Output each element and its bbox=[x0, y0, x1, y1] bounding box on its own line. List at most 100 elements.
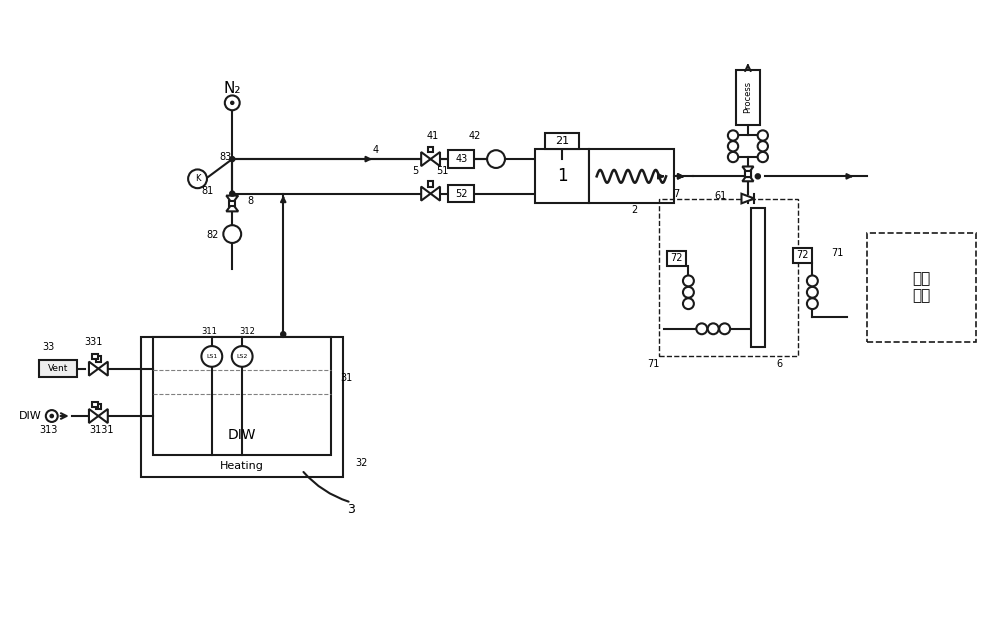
Bar bbox=[153, 337, 331, 455]
Circle shape bbox=[807, 298, 818, 309]
Polygon shape bbox=[421, 152, 431, 166]
Text: 2: 2 bbox=[631, 206, 637, 216]
Circle shape bbox=[487, 150, 505, 168]
Circle shape bbox=[758, 130, 768, 140]
Text: 82: 82 bbox=[206, 230, 219, 240]
Text: 33: 33 bbox=[43, 342, 55, 352]
Text: 71: 71 bbox=[831, 248, 843, 258]
Circle shape bbox=[683, 298, 694, 309]
Bar bbox=[96, 356, 101, 362]
Polygon shape bbox=[742, 174, 753, 181]
Circle shape bbox=[708, 324, 719, 334]
Text: 312: 312 bbox=[239, 327, 255, 336]
Circle shape bbox=[46, 410, 58, 422]
Bar bbox=[92, 402, 98, 407]
Text: 21: 21 bbox=[555, 136, 569, 146]
Text: DIW: DIW bbox=[228, 428, 256, 443]
Text: 72: 72 bbox=[796, 250, 809, 260]
Text: 41: 41 bbox=[426, 132, 439, 141]
Text: N₂: N₂ bbox=[224, 80, 241, 95]
Text: 4: 4 bbox=[373, 145, 379, 155]
Polygon shape bbox=[226, 196, 238, 204]
Text: 5: 5 bbox=[413, 166, 419, 176]
Text: 72: 72 bbox=[670, 253, 683, 263]
Circle shape bbox=[230, 157, 234, 161]
Bar bbox=[141, 337, 343, 477]
Circle shape bbox=[807, 275, 818, 287]
Text: 3131: 3131 bbox=[89, 425, 114, 435]
Bar bbox=[745, 171, 751, 177]
Circle shape bbox=[758, 141, 768, 151]
Text: Vent: Vent bbox=[48, 364, 68, 373]
Bar bbox=[545, 134, 579, 149]
Text: 83: 83 bbox=[219, 152, 231, 162]
Polygon shape bbox=[98, 362, 108, 376]
Polygon shape bbox=[741, 194, 754, 203]
Text: 6: 6 bbox=[777, 359, 783, 369]
Bar bbox=[659, 199, 798, 356]
Circle shape bbox=[728, 130, 738, 140]
Bar bbox=[39, 361, 77, 377]
Text: LS1: LS1 bbox=[206, 354, 217, 359]
Bar bbox=[589, 149, 674, 204]
Text: 43: 43 bbox=[455, 154, 467, 164]
Polygon shape bbox=[226, 204, 238, 211]
Text: Process: Process bbox=[743, 82, 752, 113]
Circle shape bbox=[223, 225, 241, 243]
Circle shape bbox=[728, 141, 738, 151]
Polygon shape bbox=[421, 187, 431, 201]
Bar bbox=[751, 208, 765, 347]
Text: 52: 52 bbox=[455, 189, 468, 199]
Polygon shape bbox=[431, 152, 440, 166]
Bar bbox=[448, 150, 474, 168]
Circle shape bbox=[683, 287, 694, 298]
Text: 3: 3 bbox=[347, 503, 355, 516]
Polygon shape bbox=[431, 187, 440, 201]
Text: LS2: LS2 bbox=[236, 354, 248, 359]
Circle shape bbox=[231, 102, 233, 104]
Text: 313: 313 bbox=[40, 425, 58, 435]
Text: 32: 32 bbox=[355, 458, 367, 468]
Text: DIW: DIW bbox=[19, 411, 42, 421]
Text: 61: 61 bbox=[714, 191, 726, 201]
Circle shape bbox=[230, 191, 234, 196]
Circle shape bbox=[683, 275, 694, 287]
Bar bbox=[745, 171, 751, 177]
Bar bbox=[229, 201, 235, 206]
Bar bbox=[535, 149, 589, 204]
Text: 331: 331 bbox=[84, 337, 103, 347]
Bar bbox=[736, 70, 760, 125]
Text: 42: 42 bbox=[469, 132, 481, 141]
Text: 工艺
腔室: 工艺 腔室 bbox=[912, 271, 931, 303]
Bar bbox=[428, 147, 433, 152]
Bar bbox=[867, 233, 976, 342]
Bar bbox=[96, 404, 101, 409]
Bar bbox=[428, 181, 433, 187]
Circle shape bbox=[696, 324, 707, 334]
Circle shape bbox=[281, 332, 285, 337]
Circle shape bbox=[225, 95, 240, 110]
Text: Heating: Heating bbox=[220, 461, 264, 471]
Circle shape bbox=[756, 174, 760, 179]
Polygon shape bbox=[742, 167, 753, 174]
Text: 7: 7 bbox=[674, 189, 680, 199]
Circle shape bbox=[188, 169, 207, 188]
Text: 311: 311 bbox=[201, 327, 217, 336]
Polygon shape bbox=[89, 362, 98, 376]
Circle shape bbox=[201, 346, 222, 367]
Circle shape bbox=[50, 414, 53, 418]
Text: 81: 81 bbox=[201, 186, 214, 196]
Circle shape bbox=[719, 324, 730, 334]
Bar bbox=[448, 185, 474, 203]
Bar bbox=[667, 251, 686, 266]
Circle shape bbox=[232, 346, 253, 367]
Text: K: K bbox=[195, 174, 200, 183]
Text: 8: 8 bbox=[247, 196, 253, 206]
Circle shape bbox=[728, 152, 738, 162]
Circle shape bbox=[758, 152, 768, 162]
Bar bbox=[92, 354, 98, 359]
Polygon shape bbox=[89, 409, 98, 423]
Text: 1: 1 bbox=[557, 167, 567, 186]
Polygon shape bbox=[98, 409, 108, 423]
Text: 71: 71 bbox=[648, 359, 660, 369]
